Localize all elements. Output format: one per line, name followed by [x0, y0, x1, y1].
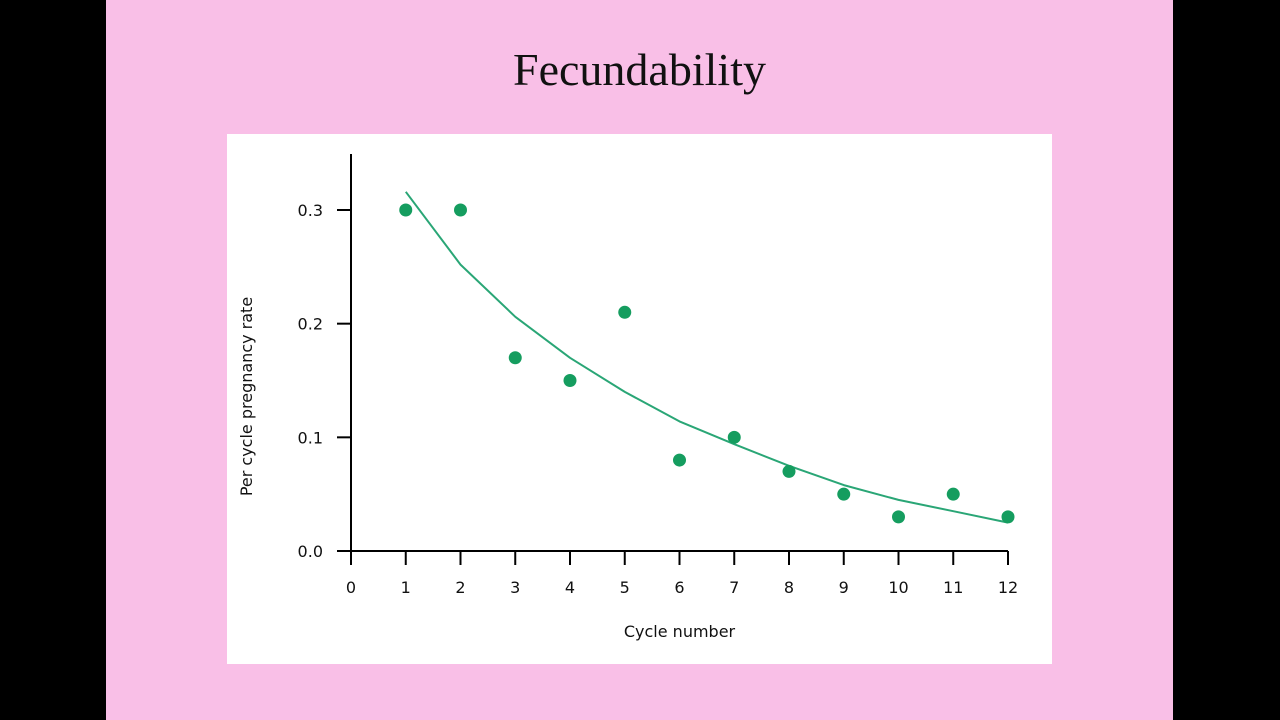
x-tick-label: 0 [346, 578, 356, 597]
data-point [508, 351, 522, 365]
fitted-curve [405, 191, 1009, 524]
y-tick-label: 0.1 [298, 428, 323, 447]
x-tick-label: 6 [674, 578, 684, 597]
data-point [837, 487, 851, 501]
data-point [727, 430, 741, 444]
x-tick-label: 9 [839, 578, 849, 597]
data-point [673, 453, 686, 467]
data-point [946, 487, 960, 501]
data-point [892, 510, 905, 524]
data-point [563, 374, 577, 387]
x-tick-label: 7 [729, 578, 739, 597]
y-tick-label: 0.3 [298, 201, 323, 220]
data-point [454, 203, 467, 217]
slide: Fecundability 0 1 2 3 4 5 6 7 8 9 10 11 12 0.0 0.1 0.2 0… [106, 0, 1173, 720]
x-tick-label: 3 [510, 578, 520, 597]
x-tick-label: 8 [784, 578, 794, 597]
chart-panel: 0 1 2 3 4 5 6 7 8 9 10 11 12 0.0 0.1 0.2 0.3 Cycle number… [227, 134, 1052, 664]
x-tick-label: 12 [998, 578, 1018, 597]
slide-title: Fecundability [513, 44, 766, 95]
y-tick-label: 0.2 [298, 315, 323, 334]
data-point [399, 203, 413, 217]
x-axis-label: Cycle number [624, 622, 736, 641]
x-tick-label: 4 [565, 578, 575, 597]
x-tick-label: 11 [943, 578, 963, 597]
data-point [1001, 510, 1015, 524]
y-axis-label: Per cycle pregnancy rate [237, 297, 256, 496]
data-point [782, 464, 796, 478]
x-tick-label: 5 [620, 578, 630, 597]
x-tick-label: 10 [888, 578, 908, 597]
x-tick-label: 2 [455, 578, 465, 597]
data-point [618, 305, 632, 319]
y-tick-label: 0.0 [298, 542, 323, 561]
x-tick-label: 1 [401, 578, 411, 597]
